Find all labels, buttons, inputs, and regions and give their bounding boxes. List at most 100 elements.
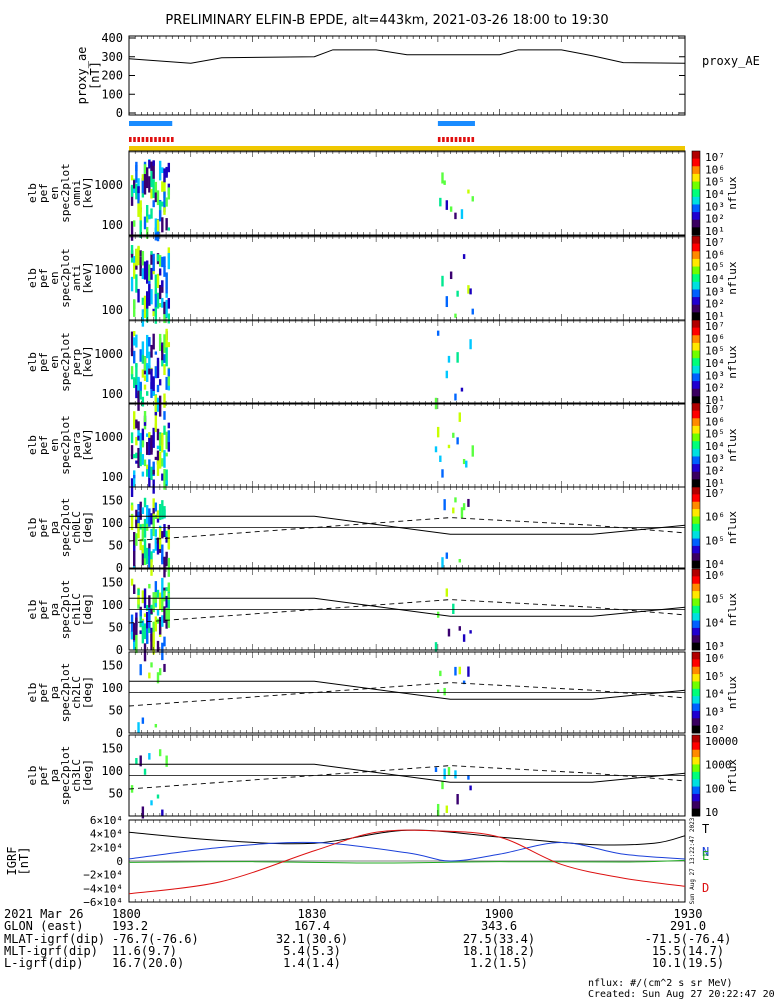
- igrf-E-line: [128, 859, 686, 864]
- energy-panel-0-flux-pixel: [130, 175, 134, 181]
- energy-panel-2-flux-pixel: [156, 357, 160, 379]
- energy-panel-0-flux-pixel: [156, 219, 160, 232]
- energy-panel-1-flux-pixel: [454, 313, 457, 318]
- pa-panel-0-flux-pixel: [452, 507, 455, 514]
- data-quality-tick: [450, 137, 454, 142]
- pa-panel-3-cbar-tick: 10: [705, 806, 718, 819]
- pa-panel-3-cbar-tick: 10000: [705, 735, 738, 748]
- pa-panel-1-flux-pixel: [161, 642, 164, 661]
- energy-panel-1-flux-pixel: [143, 300, 147, 319]
- pa-panel-1-flux-pixel: [469, 630, 472, 634]
- energy-panel-0-ytick: 100: [101, 218, 123, 232]
- energy-panel-1-frame: [128, 235, 686, 321]
- pa-panel-1-flux-pixel: [167, 591, 171, 612]
- pa-panel-1-flux-pixel: [161, 615, 164, 627]
- energy-panel-2-flux-pixel: [141, 396, 145, 407]
- pa-panel-2-anti-loss-cone-line: [128, 682, 686, 707]
- energy-panel-3-cbar-tick: 10⁶: [705, 415, 725, 428]
- energy-panel-3-flux-pixel: [156, 450, 160, 465]
- pa-panel-0-flux-pixel: [152, 498, 155, 517]
- energy-panel-2-flux-pixel: [133, 377, 136, 389]
- data-quality-tick: [145, 137, 149, 142]
- energy-panel-1-cbar-tick: 10²: [705, 298, 725, 311]
- pa-panel-1-flux-pixel: [133, 641, 136, 650]
- energy-panel-3-flux-pixel: [150, 466, 153, 481]
- pa-panel-1-cbar-label: nflux: [726, 593, 739, 626]
- energy-panel-3-flux-pixel: [135, 419, 138, 429]
- pa-panel-1-flux-pixel: [458, 626, 461, 631]
- energy-panel-1-flux-pixel: [130, 253, 134, 258]
- energy-panel-0-flux-pixel: [141, 180, 145, 194]
- energy-panel-0-flux-pixel: [443, 180, 446, 185]
- energy-panel-0-flux-pixel: [167, 227, 171, 231]
- pa-panel-3-flux-pixel: [150, 800, 153, 806]
- energy-panel-1-flux-pixel: [141, 268, 145, 280]
- data-quality-tick: [463, 137, 466, 142]
- energy-panel-0-flux-pixel: [156, 223, 160, 242]
- pa-panel-1-flux-pixel: [165, 587, 168, 592]
- pa-panel-1-flux-pixel: [452, 603, 455, 615]
- energy-panel-3-ylabel: elbpefenspec2plotpara[keV]: [26, 415, 94, 475]
- energy-panel-2-flux-pixel: [436, 330, 440, 336]
- pa-panel-1-flux-pixel: [139, 612, 142, 628]
- pa-panel-0-cbar-tick: 10⁶: [705, 511, 725, 524]
- energy-panel-1-flux-pixel: [141, 250, 145, 266]
- igrf-ytick: −2×10⁴: [83, 869, 123, 882]
- pa-panel-2-flux-pixel: [439, 670, 442, 677]
- pa-panel-1-flux-pixel: [154, 581, 158, 595]
- pa-panel-0-flux-pixel: [143, 497, 147, 508]
- orbit-status-bar: [129, 146, 685, 151]
- pa-panel-1-colorbar: [691, 568, 701, 651]
- pa-panel-0-flux-pixel: [454, 497, 457, 503]
- pa-panel-0-flux-pixel: [156, 510, 160, 519]
- igrf-ytick: −6×10⁴: [83, 896, 123, 909]
- energy-panel-3-flux-pixel: [163, 469, 166, 490]
- energy-panel-3-flux-pixel: [154, 423, 158, 433]
- pa-panel-2-cbar-tick: 10³: [705, 705, 725, 718]
- footer-created: Created: Sun Aug 27 20:22:47 2023: [588, 989, 775, 1000]
- energy-panel-2-flux-pixel: [143, 356, 147, 371]
- energy-panel-0-cbar-tick: 10⁴: [705, 188, 725, 201]
- energy-panel-3-flux-pixel: [163, 411, 166, 420]
- energy-panel-3-flux-pixel: [141, 440, 145, 448]
- energy-panel-0-flux-pixel: [454, 212, 457, 220]
- energy-panel-1-flux-pixel: [158, 268, 162, 276]
- pa-panel-1-flux-pixel: [154, 602, 158, 607]
- pa-panel-0-flux-pixel: [460, 507, 464, 519]
- energy-panel-0-cbar-tick: 10⁶: [705, 163, 725, 176]
- pa-panel-3-cbar-tick: 1000: [705, 759, 732, 772]
- igrf-legend-D: D: [702, 881, 709, 895]
- energy-panel-0-flux-pixel: [152, 160, 155, 166]
- energy-panel-3-flux-pixel: [130, 445, 134, 457]
- energy-panel-1-flux-pixel: [145, 260, 149, 276]
- energy-panel-2-flux-pixel: [141, 341, 145, 360]
- energy-panel-2-flux-pixel: [156, 384, 160, 393]
- pa-panel-0-flux-pixel: [135, 519, 138, 529]
- pa-panel-1-loss-cone-line: [129, 597, 686, 617]
- energy-panel-3-cbar-tick: 10⁷: [705, 403, 725, 416]
- pa-panel-0-flux-pixel: [152, 549, 155, 553]
- ephem-cell: 15.5(14.7): [652, 944, 724, 958]
- energy-panel-0-flux-pixel: [161, 201, 164, 207]
- pa-panel-2-flux-pixel: [154, 723, 158, 728]
- proxy-ae-line: [128, 49, 686, 64]
- pa-panel-1-flux-pixel: [156, 589, 160, 598]
- energy-panel-2-flux-pixel: [137, 390, 140, 411]
- data-quality-tick: [150, 137, 153, 142]
- pa-panel-0-flux-pixel: [130, 505, 134, 511]
- energy-panel-2-flux-pixel: [133, 350, 136, 364]
- energy-panel-2-cbar-tick: 10⁵: [705, 345, 725, 358]
- energy-panel-2-flux-pixel: [167, 367, 171, 386]
- pa-panel-3-flux-pixel: [469, 785, 472, 791]
- energy-panel-1-flux-pixel: [156, 254, 160, 262]
- energy-panel-3-flux-pixel: [137, 421, 140, 431]
- pa-panel-3-flux-pixel: [143, 768, 147, 775]
- pa-panel-1-flux-pixel: [445, 588, 449, 597]
- energy-panel-2-flux-pixel: [139, 381, 142, 391]
- energy-panel-3-flux-pixel: [152, 461, 155, 476]
- pa-panel-0-flux-pixel: [133, 532, 136, 548]
- pa-panel-0-flux-pixel: [443, 499, 446, 511]
- energy-panel-1-flux-pixel: [445, 296, 449, 308]
- energy-panel-3-flux-pixel: [133, 474, 136, 479]
- energy-panel-0-flux-pixel: [137, 203, 140, 217]
